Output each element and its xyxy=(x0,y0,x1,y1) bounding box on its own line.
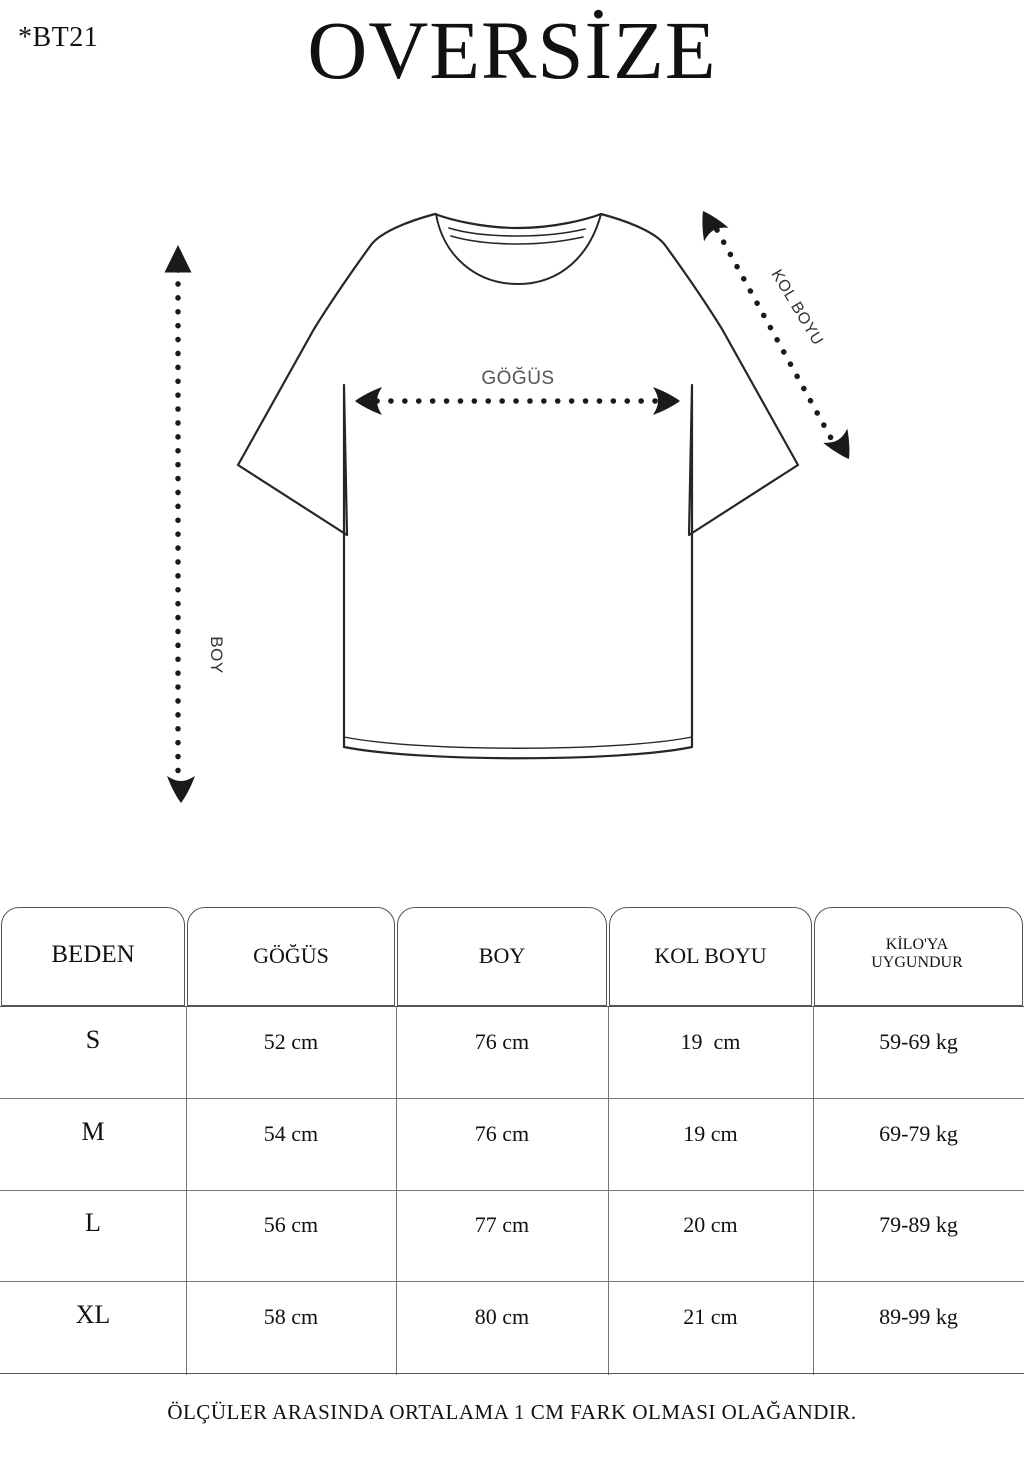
svg-text:KOL BOYU: KOL BOYU xyxy=(768,267,826,349)
svg-text:GÖĞÜS: GÖĞÜS xyxy=(481,367,554,389)
svg-text:BOY: BOY xyxy=(207,636,226,673)
